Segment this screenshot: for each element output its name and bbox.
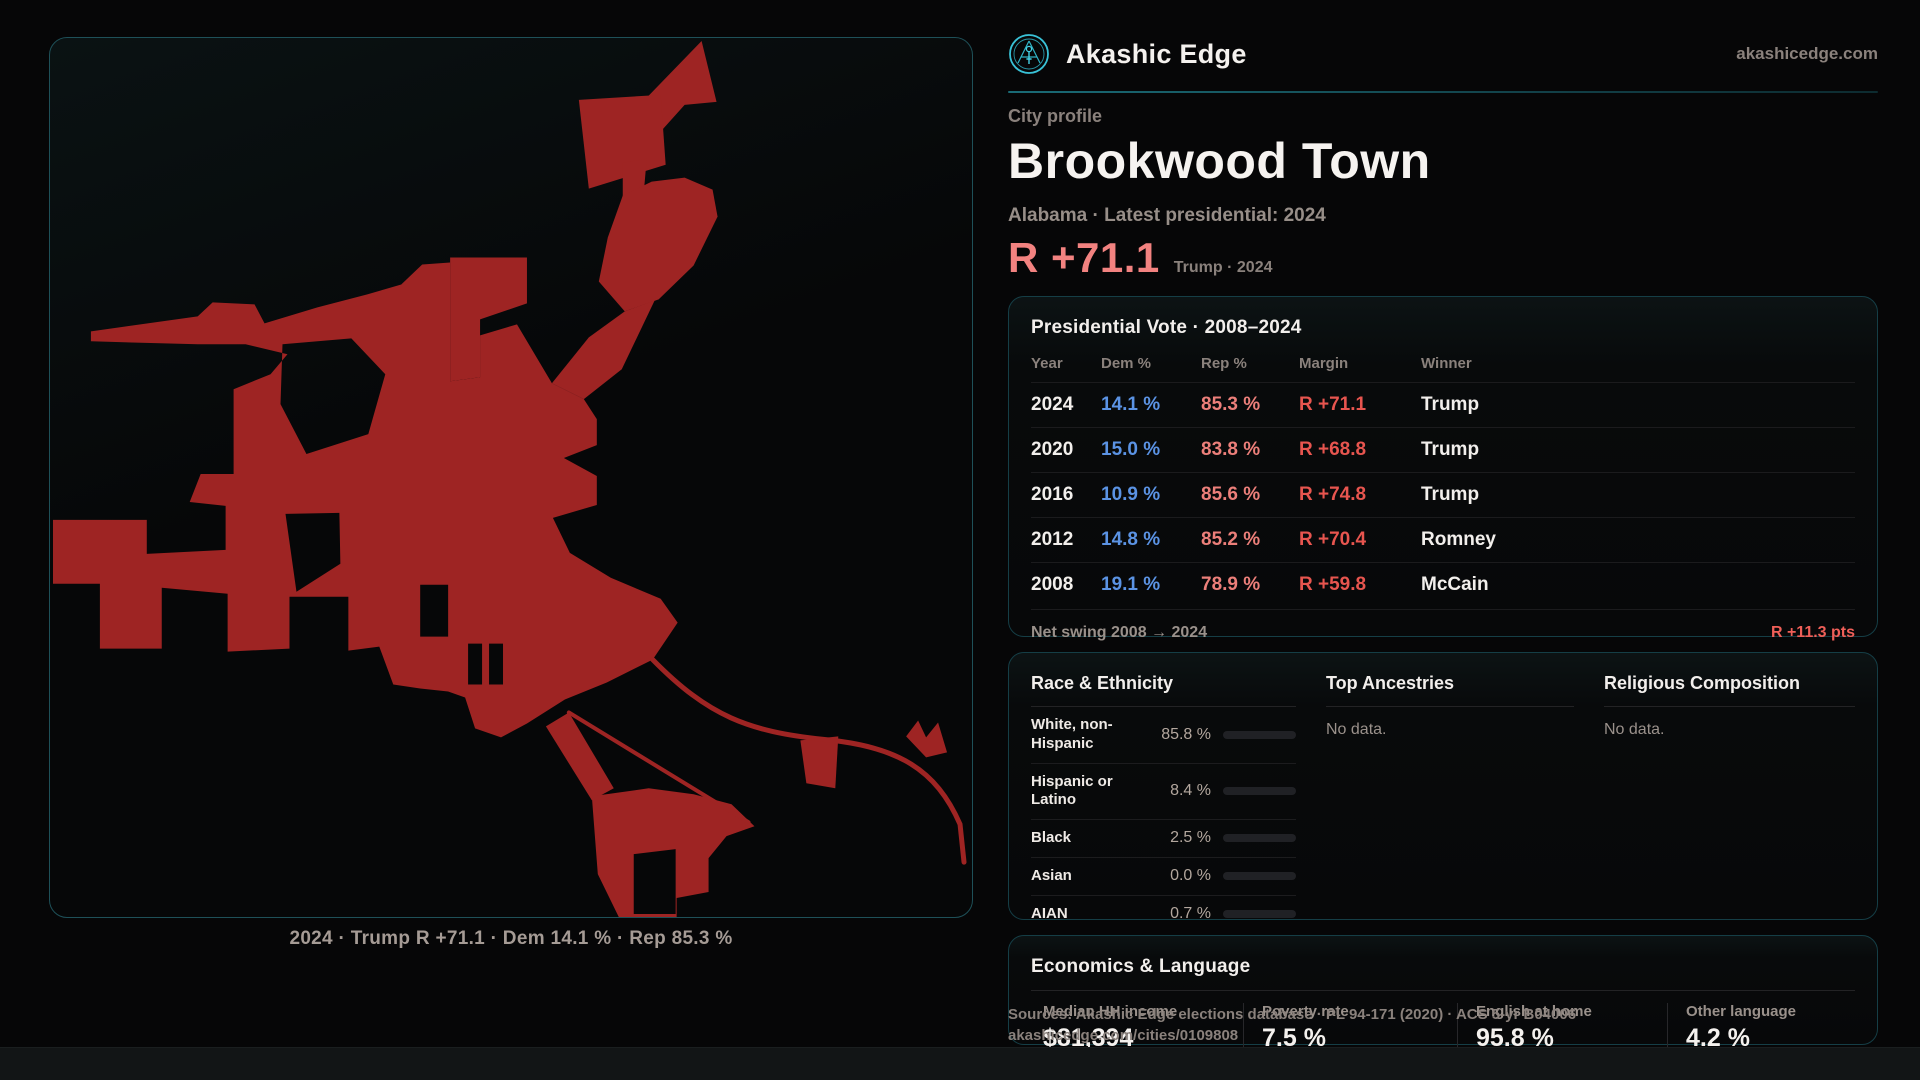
city-boundary-shape	[52, 40, 948, 917]
race-bar-track	[1223, 787, 1296, 796]
stat-label: English at home	[1476, 1003, 1592, 1020]
list-item: Black 2.5 %	[1031, 820, 1296, 858]
cell-year: 2020	[1031, 439, 1074, 460]
economics-divider	[1031, 990, 1855, 991]
cell-year: 2016	[1031, 484, 1074, 505]
cell-year: 2024	[1031, 394, 1074, 415]
list-item: White, non-Hispanic 85.8 %	[1031, 707, 1296, 764]
race-label: AIAN	[1031, 904, 1068, 922]
cell-dem: 19.1 %	[1101, 574, 1161, 595]
net-swing-value: R +11.3 pts	[1770, 624, 1855, 641]
cell-margin: R +68.8	[1299, 439, 1367, 460]
list-item: Asian 0.0 %	[1031, 858, 1296, 896]
economics-card: Economics & Language Median HH income $8…	[1008, 935, 1878, 1053]
race-label: Asian	[1031, 866, 1072, 884]
table-row: 2012 14.8 % 85.2 % R +70.4 Romney	[1031, 517, 1855, 562]
table-row: 2020 15.0 % 83.8 % R +68.8 Trump	[1031, 427, 1855, 472]
cell-rep: 85.6 %	[1201, 484, 1261, 505]
top-ancestries-title: Top Ancestries	[1326, 673, 1574, 707]
cell-year: 2008	[1031, 574, 1074, 595]
margin-lede-context: Trump · 2024	[1173, 259, 1273, 276]
cell-margin: R +74.8	[1299, 484, 1367, 505]
brand-header: Akashic Edge akashicedge.com	[1008, 30, 1878, 78]
top-ancestries-section: Top Ancestries No data.	[1326, 673, 1574, 932]
stat-label: Poverty rate	[1262, 1003, 1349, 1020]
race-bar-track	[1223, 834, 1296, 843]
city-map-card[interactable]	[49, 37, 973, 918]
permalink[interactable]: akashicedge.com/cities/0109808	[1008, 1026, 1239, 1044]
table-row: 2024 14.1 % 85.3 % R +71.1 Trump	[1031, 382, 1855, 427]
race-ethnicity-title: Race & Ethnicity	[1031, 673, 1296, 707]
presidential-vote-card: Presidential Vote · 2008–2024 Year Dem %…	[1008, 296, 1878, 641]
race-value: 0.7 %	[1170, 904, 1211, 922]
profile-panel: Akashic Edge akashicedge.com City profil…	[1008, 0, 1878, 1080]
city-road-tendrils	[566, 657, 967, 865]
cell-rep: 78.9 %	[1201, 574, 1261, 595]
col-winner: Winner	[1421, 355, 1472, 372]
race-label: Black	[1031, 829, 1072, 846]
cell-winner: Romney	[1421, 529, 1496, 550]
race-value: 0.0 %	[1170, 867, 1211, 885]
race-bar-track	[1223, 730, 1296, 739]
cell-rep: 85.2 %	[1201, 529, 1261, 550]
city-map	[52, 40, 967, 917]
col-rep: Rep %	[1201, 355, 1247, 372]
cell-dem: 15.0 %	[1101, 439, 1161, 460]
cell-winner: McCain	[1421, 574, 1489, 595]
no-data-text: No data.	[1326, 721, 1387, 738]
race-value: 85.8 %	[1161, 725, 1211, 743]
race-label: White, non-Hispanic	[1031, 716, 1113, 752]
table-row: 2008 19.1 % 78.9 % R +59.8 McCain	[1031, 562, 1855, 607]
stat-label: Median HH income	[1043, 1003, 1178, 1020]
economics-title: Economics & Language	[1031, 956, 1251, 977]
margin-lede-value: R +71.1	[1008, 234, 1160, 281]
bottom-taskbar	[0, 1047, 1920, 1080]
cell-dem: 14.1 %	[1101, 394, 1161, 415]
race-value: 2.5 %	[1170, 829, 1211, 847]
religious-composition-section: Religious Composition No data.	[1604, 673, 1855, 932]
brand-name: Akashic Edge	[1066, 38, 1247, 69]
cell-dem: 14.8 %	[1101, 529, 1161, 550]
col-dem: Dem %	[1101, 355, 1152, 372]
margin-lede: R +71.1 Trump · 2024	[1008, 234, 1272, 282]
page-subtitle: Alabama · Latest presidential: 2024	[1008, 205, 1326, 226]
race-value: 8.4 %	[1170, 782, 1211, 800]
map-caption: 2024 · Trump R +71.1 · Dem 14.1 % · Rep …	[289, 928, 733, 949]
page-kicker: City profile	[1008, 106, 1103, 126]
cell-margin: R +59.8	[1299, 574, 1367, 595]
table-row: 2016 10.9 % 85.6 % R +74.8 Trump	[1031, 472, 1855, 517]
no-data-text: No data.	[1604, 721, 1665, 738]
race-bar-track	[1223, 872, 1296, 881]
cell-dem: 10.9 %	[1101, 484, 1161, 505]
race-label: Hispanic or Latino	[1031, 772, 1113, 809]
cell-margin: R +70.4	[1299, 529, 1367, 550]
col-year: Year	[1031, 355, 1063, 372]
cell-rep: 83.8 %	[1201, 439, 1261, 460]
page-title: Brookwood Town	[1008, 133, 1431, 189]
list-item: AIAN 0.7 %	[1031, 896, 1296, 933]
vote-table-header: Year Dem % Rep % Margin Winner	[1031, 355, 1855, 382]
demographics-card: Race & Ethnicity White, non-Hispanic 85.…	[1008, 652, 1878, 922]
cell-rep: 85.3 %	[1201, 394, 1261, 415]
header-divider	[1008, 91, 1878, 93]
col-margin: Margin	[1299, 355, 1349, 372]
race-ethnicity-section: Race & Ethnicity White, non-Hispanic 85.…	[1031, 673, 1296, 932]
akashic-edge-logo-icon	[1009, 34, 1049, 74]
stat-label: Other language	[1686, 1003, 1797, 1020]
religious-composition-title: Religious Composition	[1604, 673, 1855, 707]
cell-winner: Trump	[1421, 439, 1480, 460]
presidential-vote-title: Presidential Vote · 2008–2024	[1031, 317, 1302, 338]
cell-winner: Trump	[1421, 484, 1480, 505]
cell-margin: R +71.1	[1299, 394, 1367, 415]
net-swing-row: Net swing 2008 → 2024 R +11.3 pts	[1031, 609, 1855, 642]
race-bar-track	[1223, 909, 1296, 918]
cell-year: 2012	[1031, 529, 1074, 550]
cell-winner: Trump	[1421, 394, 1480, 415]
net-swing-label: Net swing 2008 → 2024	[1031, 624, 1208, 641]
brand-domain-link[interactable]: akashicedge.com	[1736, 44, 1878, 63]
list-item: Hispanic or Latino 8.4 %	[1031, 764, 1296, 820]
